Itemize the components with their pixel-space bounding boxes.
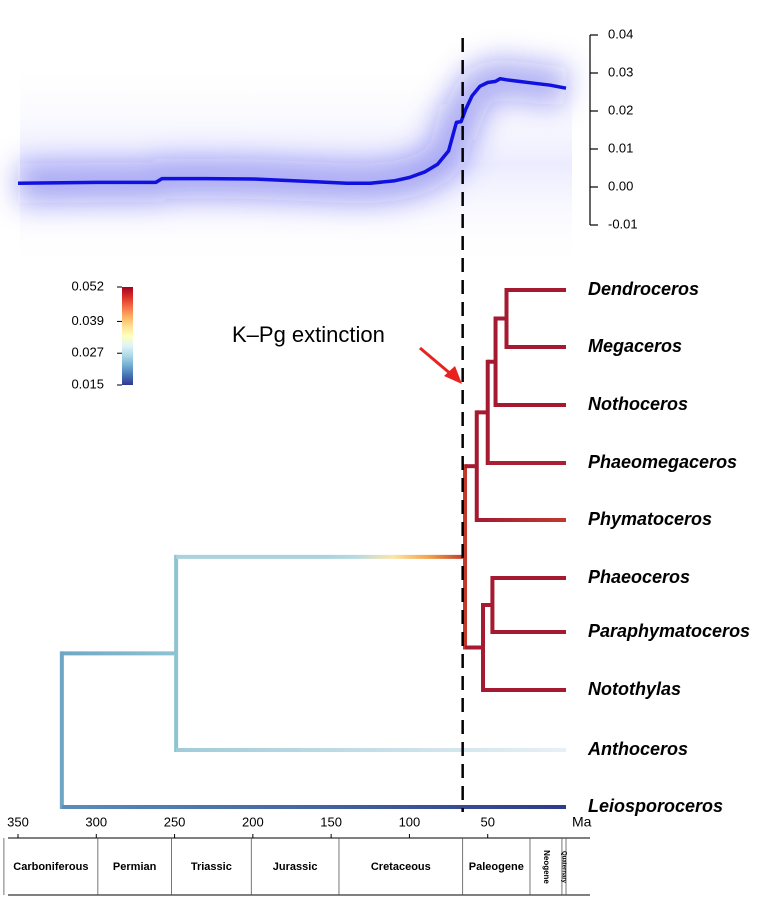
x-tick-label: 300	[85, 814, 107, 829]
tip-label: Phymatoceros	[588, 509, 712, 529]
tip-label: Anthoceros	[587, 739, 688, 759]
y-tick-label: 0.02	[608, 102, 633, 117]
tip-label: Paraphymatoceros	[588, 621, 750, 641]
period-label: Quaternary	[560, 851, 566, 884]
x-tick-label: 250	[164, 814, 186, 829]
colorbar-tick-label: 0.027	[71, 345, 104, 360]
colorbar-tick-label: 0.052	[71, 278, 104, 293]
tip-label: Nothoceros	[588, 394, 688, 414]
x-tick-label: 200	[242, 814, 264, 829]
tip-label: Dendroceros	[588, 279, 699, 299]
annotation-arrow-shaft	[419, 346, 453, 377]
y-tick-label: 0.04	[608, 26, 633, 41]
tip-label: Notothylas	[588, 679, 681, 699]
period-label: Carboniferous	[13, 861, 88, 873]
rate-line	[17, 76, 567, 185]
colorbar-tick-label: 0.015	[71, 376, 104, 391]
tip-label: Leiosporoceros	[588, 796, 723, 816]
x-tick-label: 50	[480, 814, 494, 829]
y-tick-label: 0.00	[608, 178, 633, 193]
period-label: Jurassic	[273, 861, 318, 873]
x-tick-label: 100	[399, 814, 421, 829]
x-tick-label: 150	[320, 814, 342, 829]
y-tick-label: 0.03	[608, 64, 633, 79]
y-tick-label: -0.01	[608, 216, 638, 231]
tip-label: Phaeomegaceros	[588, 452, 737, 472]
x-tick-label: 350	[7, 814, 29, 829]
period-label: Permian	[113, 861, 157, 873]
annotation: K–Pg extinction	[232, 322, 385, 347]
y-tick-label: 0.01	[608, 140, 633, 155]
period-label: Cretaceous	[371, 861, 431, 873]
period-label: Neogene	[542, 850, 551, 884]
tip-label: Phaeoceros	[588, 567, 690, 587]
x-axis-unit: Ma	[572, 814, 592, 830]
period-label: Paleogene	[469, 861, 524, 873]
tip-label: Megaceros	[588, 336, 682, 356]
colorbar-tick-label: 0.039	[71, 313, 104, 328]
colorbar	[122, 287, 133, 385]
period-label: Triassic	[191, 861, 232, 873]
annotation-arrow-head	[444, 366, 462, 384]
